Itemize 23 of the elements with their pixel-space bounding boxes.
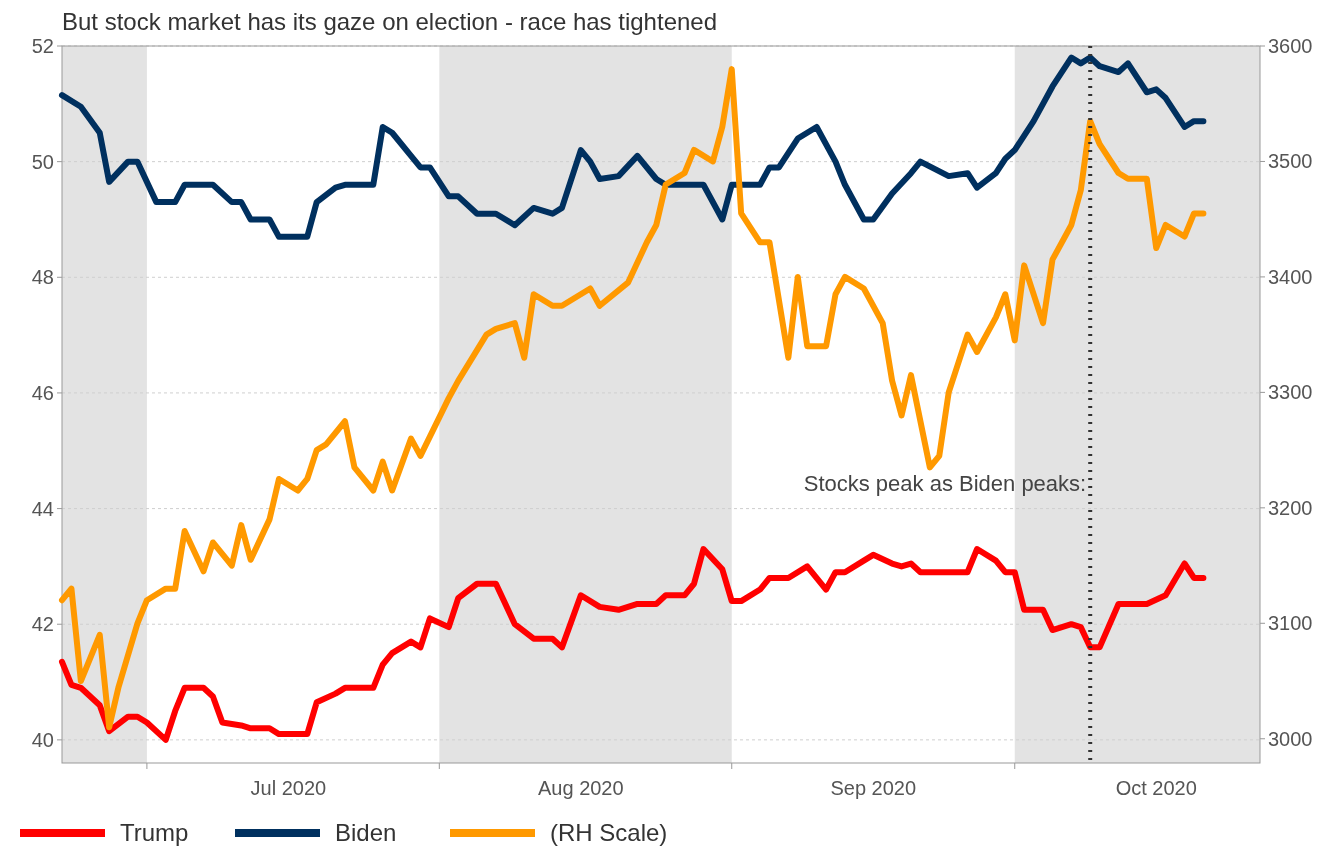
x-tick-label: Sep 2020 — [830, 777, 917, 799]
chart-title: But stock market has its gaze on election - race has tightened — [62, 8, 718, 35]
y2-tick-label: 3000 — [1268, 727, 1313, 750]
y2-tick-label: 3200 — [1268, 496, 1313, 519]
x-tick-label: Jul 2020 — [250, 777, 327, 799]
y2-tick-label: 3400 — [1268, 265, 1313, 288]
legend-label: (RH Scale) — [550, 819, 668, 847]
y2-tick-label: 3500 — [1268, 150, 1313, 173]
legend-label: Trump — [120, 819, 189, 847]
y2-tick-label: 3600 — [1268, 35, 1313, 57]
annotation: Stocks peak as Biden peaks: — [803, 471, 1087, 497]
y-tick-label: 42 — [31, 613, 54, 636]
y-tick-label: 46 — [31, 381, 54, 404]
y-tick-label: 40 — [31, 728, 54, 751]
y2-tick-label: 3300 — [1268, 381, 1313, 404]
x-tick-label: Oct 2020 — [1115, 777, 1197, 799]
y-tick-label: 44 — [31, 497, 54, 520]
y-tick-label: 48 — [31, 266, 54, 289]
x-tick-label: Aug 2020 — [538, 777, 624, 799]
y-tick-label: 52 — [31, 35, 54, 57]
y-tick-label: 50 — [31, 150, 54, 173]
y2-tick-label: 3100 — [1268, 612, 1313, 635]
legend-label: Biden — [335, 819, 397, 847]
